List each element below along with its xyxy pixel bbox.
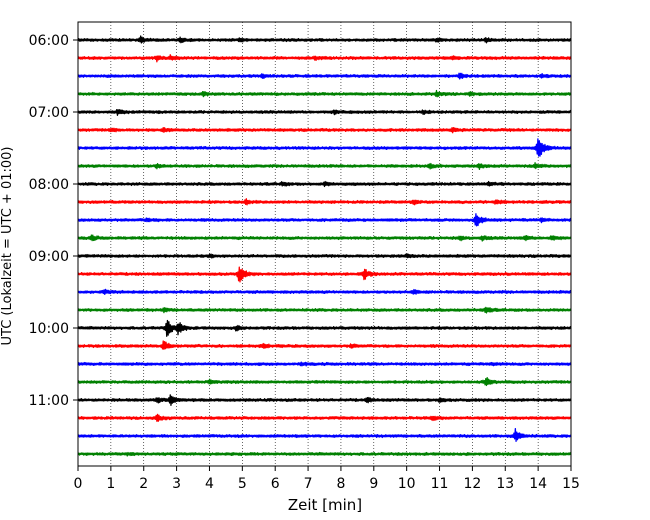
trace-0915 bbox=[77, 266, 572, 283]
trace-0830 bbox=[77, 213, 572, 227]
trace-0845 bbox=[77, 234, 572, 242]
y-tick-label-1: 07:00 bbox=[29, 105, 69, 121]
x-tick-label-6: 6 bbox=[271, 476, 280, 492]
trace-0745 bbox=[77, 162, 572, 171]
x-tick-label-3: 3 bbox=[172, 476, 181, 492]
y-axis-ticks: 06:00 07:00 08:00 09:00 10:00 11:00 bbox=[29, 33, 78, 409]
x-tick-label-0: 0 bbox=[74, 476, 83, 492]
x-tick-label-14: 14 bbox=[529, 476, 547, 492]
x-tick-label-4: 4 bbox=[205, 476, 214, 492]
trace-0815 bbox=[77, 198, 572, 206]
x-tick-label-7: 7 bbox=[304, 476, 313, 492]
trace-1100 bbox=[77, 394, 572, 407]
x-tick-label-2: 2 bbox=[139, 476, 148, 492]
y-tick-label-0: 06:00 bbox=[29, 33, 69, 49]
y-tick-label-5: 11:00 bbox=[29, 393, 69, 409]
trace-1030 bbox=[77, 361, 572, 367]
trace-0730 bbox=[77, 138, 572, 157]
y-axis-title: UTC (Lokalzeit = UTC + 01:00) bbox=[0, 147, 15, 346]
trace-1015 bbox=[77, 340, 572, 350]
x-tick-label-15: 15 bbox=[562, 476, 580, 492]
trace-0715 bbox=[77, 126, 572, 134]
x-tick-label-11: 11 bbox=[431, 476, 449, 492]
trace-1045 bbox=[77, 377, 572, 387]
trace-0945 bbox=[77, 306, 572, 314]
x-tick-label-9: 9 bbox=[369, 476, 378, 492]
x-tick-label-13: 13 bbox=[496, 476, 514, 492]
x-axis-ticks: 0 1 2 3 4 5 6 7 8 9 10 11 12 13 14 15 bbox=[74, 466, 580, 492]
trace-0700 bbox=[77, 108, 572, 116]
trace-1000 bbox=[77, 319, 572, 337]
x-tick-label-1: 1 bbox=[106, 476, 115, 492]
x-tick-label-8: 8 bbox=[336, 476, 345, 492]
y-tick-label-2: 08:00 bbox=[29, 177, 69, 193]
x-tick-label-5: 5 bbox=[238, 476, 247, 492]
y-tick-label-4: 10:00 bbox=[29, 321, 69, 337]
y-tick-label-3: 09:00 bbox=[29, 249, 69, 265]
trace-0645 bbox=[77, 89, 572, 98]
trace-1130 bbox=[77, 427, 572, 442]
x-tick-label-10: 10 bbox=[398, 476, 416, 492]
trace-0900 bbox=[77, 252, 572, 259]
x-tick-label-12: 12 bbox=[463, 476, 481, 492]
trace-0630 bbox=[77, 72, 572, 80]
grid-lines bbox=[110, 22, 539, 466]
x-axis-title: Zeit [min] bbox=[288, 496, 362, 514]
trace-0600 bbox=[77, 35, 572, 44]
plot-frame bbox=[77, 21, 572, 467]
trace-0800 bbox=[77, 180, 572, 188]
trace-0615 bbox=[77, 54, 572, 63]
traces-group bbox=[77, 35, 572, 457]
trace-0930 bbox=[77, 288, 572, 296]
trace-1115 bbox=[77, 413, 572, 422]
trace-1145 bbox=[77, 451, 572, 457]
